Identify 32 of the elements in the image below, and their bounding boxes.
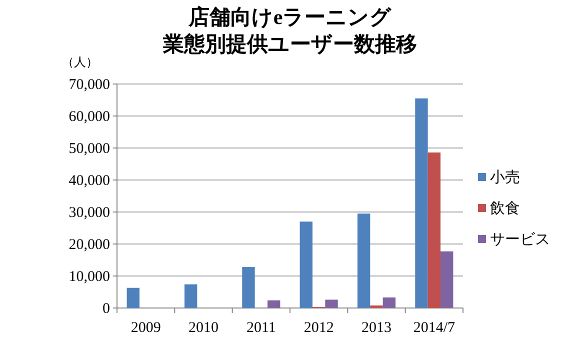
y-tick-label: 70,000 bbox=[68, 77, 110, 93]
chart-subtitle: 業態別提供ユーザー数推移 bbox=[162, 32, 417, 56]
bar bbox=[440, 251, 454, 308]
legend-label: 小売 bbox=[490, 169, 520, 186]
chart-title: 店舗向けeラーニング bbox=[187, 5, 392, 29]
x-tick-label: 2011 bbox=[246, 320, 276, 336]
bar bbox=[382, 297, 396, 308]
x-tick-label: 2009 bbox=[130, 320, 161, 336]
y-tick-label: 50,000 bbox=[68, 141, 110, 157]
x-tick-label: 2012 bbox=[304, 320, 334, 336]
y-tick-label: 30,000 bbox=[68, 205, 110, 221]
x-tick-label: 2014/7 bbox=[413, 320, 456, 336]
y-axis-title: （人） bbox=[62, 55, 98, 69]
y-tick-label: 20,000 bbox=[68, 237, 110, 253]
bar bbox=[325, 300, 338, 308]
bar bbox=[126, 288, 140, 308]
bar bbox=[370, 305, 383, 308]
bar bbox=[428, 152, 441, 308]
bar bbox=[184, 284, 198, 308]
x-tick-label: 2013 bbox=[362, 320, 392, 336]
y-tick-label: 10,000 bbox=[68, 269, 110, 285]
y-tick-label: 0 bbox=[102, 301, 110, 317]
y-tick-label: 60,000 bbox=[68, 109, 110, 125]
x-tick-label: 2010 bbox=[188, 320, 218, 336]
bar bbox=[300, 222, 312, 308]
legend-label: 飲食 bbox=[490, 200, 520, 217]
bar bbox=[242, 267, 255, 308]
y-tick-label: 40,000 bbox=[68, 173, 110, 189]
bar bbox=[357, 214, 370, 308]
bar bbox=[415, 98, 428, 308]
legend-label: サービス bbox=[490, 232, 550, 248]
bar bbox=[268, 300, 280, 308]
